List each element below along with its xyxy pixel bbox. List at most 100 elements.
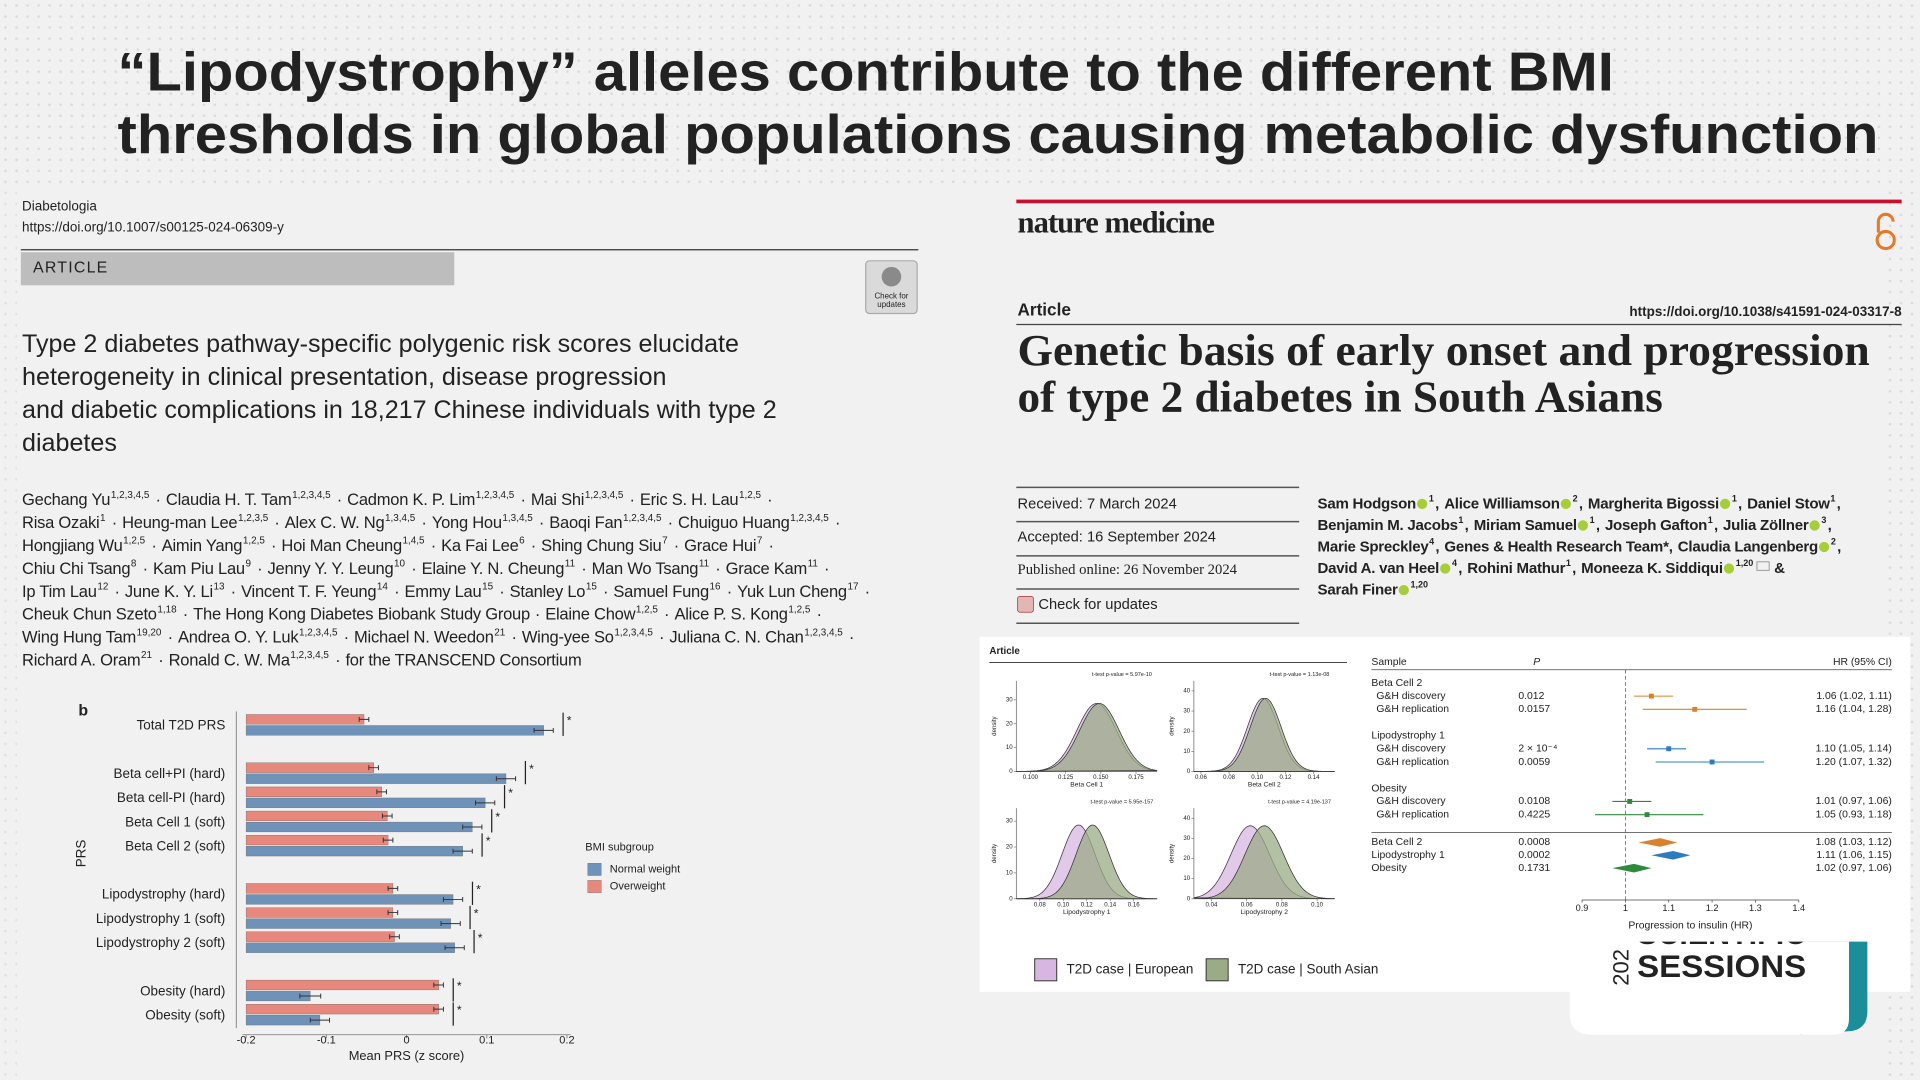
point-estimate (1692, 706, 1698, 712)
author-affiliation: 13 (214, 582, 226, 593)
x-tick-label: -0.2 (237, 1035, 256, 1047)
author-affiliation: 1,2,3,4,5 (623, 513, 662, 524)
author-affiliation: 21 (494, 627, 506, 638)
author-separator: · (335, 650, 341, 669)
bar (245, 918, 451, 929)
y-tick-label: 20 (1183, 855, 1190, 862)
author-affiliation: 1,2,3,4,5 (476, 490, 515, 501)
x-tick-label: 0.10 (1311, 902, 1323, 909)
y-tick-label: 40 (1183, 815, 1190, 822)
x-axis-title: Lipodystrophy 2 (1241, 909, 1289, 916)
row-label: G&H discovery (1376, 744, 1446, 755)
y-tick-label: 20 (1183, 728, 1190, 735)
panel-title: t-test p-value = 4.19e-137 (1268, 799, 1331, 805)
author-separator: · (394, 582, 400, 601)
legend-swatch (587, 863, 602, 876)
author-affiliation: 1,2,5 (243, 536, 266, 547)
author-affiliation: 11 (808, 559, 819, 570)
author-name: Julia Zöllner (1723, 517, 1809, 534)
point-estimate (1648, 693, 1654, 699)
bar (245, 894, 454, 905)
author-name: David A. van Heel (1318, 560, 1440, 577)
author-name: Chuiguo Huang (678, 513, 790, 532)
author-separator: · (337, 490, 343, 509)
author-separator: · (158, 650, 164, 669)
category-label: Total T2D PRS (137, 718, 226, 733)
y-tick-label: 10 (1183, 875, 1190, 882)
author-name: Gechang Yu (22, 490, 110, 509)
author-separator: · (431, 536, 437, 555)
x-tick-label: 0.08 (1223, 774, 1235, 781)
category-label: Beta cell+PI (hard) (114, 766, 226, 781)
x-tick-label: 0 (403, 1035, 409, 1047)
x-tick-label: -0.1 (317, 1035, 336, 1047)
author-separator: , (1572, 560, 1576, 577)
x-tick-label: 0.14 (1308, 774, 1320, 781)
author-affiliation: 2 (1573, 493, 1578, 503)
legend-label: Overweight (610, 880, 666, 892)
y-tick-label: 20 (1006, 844, 1013, 851)
group-label: Lipodystrophy 1 (1371, 731, 1445, 742)
author-name: Baoqi Fan (549, 513, 622, 532)
panel-title: t-test p-value = 5.95e-157 (1091, 799, 1154, 805)
row-label: G&H replication (1376, 809, 1449, 820)
point-estimate (1666, 746, 1672, 752)
author-name: Ka Fai Lee (441, 536, 518, 555)
category-label: Lipodystrophy 1 (soft) (96, 911, 225, 926)
bar (245, 762, 374, 773)
group-label: Beta Cell 2 (1371, 678, 1422, 689)
date-rules (1016, 486, 1300, 624)
significance-mark: * (486, 834, 491, 848)
author-name: Risa Ozaki (22, 513, 99, 532)
x-tick-label: 1.1 (1662, 903, 1675, 913)
paper-title: and diabetic complications in 18,217 Chi… (22, 396, 777, 424)
author-name: Claudia H. T. Tam (166, 490, 292, 509)
author-name: Eric S. H. Lau (640, 490, 739, 509)
author-name: Moneeza K. Siddiqui (1581, 560, 1723, 577)
bar (245, 846, 463, 857)
legend-label: Normal weight (610, 863, 680, 875)
y-tick-label: 0 (1187, 895, 1191, 902)
x-tick-label: 0.06 (1195, 774, 1207, 781)
author-separator: · (865, 582, 870, 601)
pooled-diamond (1651, 851, 1691, 860)
author-affiliation: 7 (662, 536, 668, 547)
author-name: Elaine Y. N. Cheung (422, 559, 565, 578)
category-label: Beta Cell 2 (soft) (125, 838, 225, 853)
category-label: Lipodystrophy 2 (soft) (96, 935, 225, 950)
author-separator: · (659, 628, 664, 647)
orcid-icon (1818, 541, 1830, 553)
author-name: Sarah Finer (1318, 582, 1398, 599)
author-name: Andrea O. Y. Luk (178, 628, 299, 647)
y-tick-label: 30 (1183, 708, 1190, 715)
orcid-icon (1809, 520, 1820, 531)
author-name: Cheuk Chun Szeto (22, 605, 157, 624)
bar (245, 883, 394, 894)
p-value: 0.0108 (1518, 796, 1550, 807)
x-tick-label: 0.14 (1104, 902, 1116, 909)
orcid-icon (1560, 498, 1571, 510)
row-label: G&H replication (1376, 704, 1449, 715)
author-name: Hongjiang Wu (22, 536, 123, 555)
bar (245, 786, 382, 797)
category-label: Lipodystrophy (hard) (102, 887, 225, 902)
author-affiliation: 6 (519, 536, 525, 547)
significance-mark: * (478, 931, 483, 945)
bar (245, 942, 455, 953)
density-curve (1016, 824, 1158, 900)
paper-title: Genetic basis of early onset and progres… (1018, 326, 1870, 375)
logo-year: 202 (1608, 949, 1633, 986)
author-affiliation: 4 (1429, 536, 1434, 546)
x-tick-label: 0.125 (1058, 774, 1074, 781)
panel-label: b (78, 703, 88, 720)
error-bar (533, 727, 554, 733)
orcid-icon (1719, 498, 1731, 510)
row-label: G&H replication (1376, 757, 1449, 768)
section-bar (20, 252, 455, 286)
author-affiliation: 1,2,3,4,5 (804, 627, 843, 638)
x-tick-label: 0.06 (1241, 902, 1253, 909)
author-separator: · (271, 536, 277, 555)
x-axis-title: Beta Cell 1 (1070, 782, 1103, 789)
error-bar (495, 776, 517, 782)
category-label: Beta Cell 1 (soft) (125, 814, 225, 829)
